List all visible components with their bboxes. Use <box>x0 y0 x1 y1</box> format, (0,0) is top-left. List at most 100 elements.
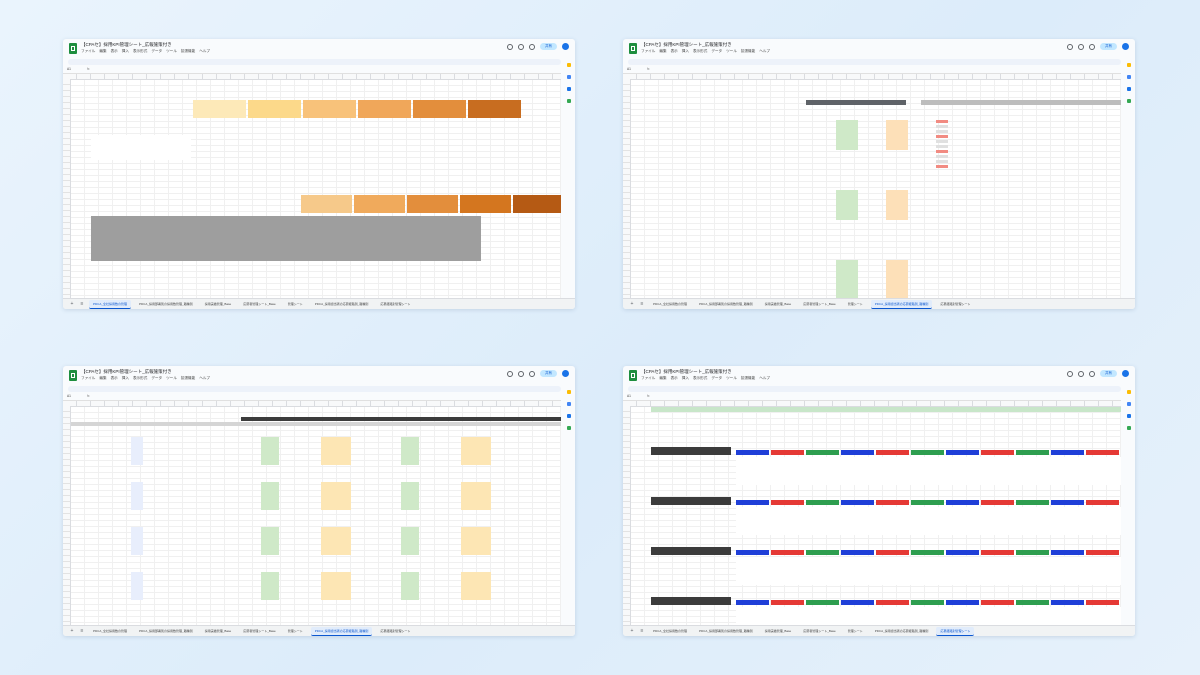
menu-item[interactable]: 表示形式 <box>132 49 148 53</box>
history-icon[interactable] <box>507 370 513 377</box>
contacts-icon[interactable] <box>1127 87 1131 91</box>
sheet-tab[interactable]: 管理シート <box>847 629 863 633</box>
menu-item[interactable]: 表示 <box>670 49 678 53</box>
maps-icon[interactable] <box>1127 99 1131 103</box>
menu-item[interactable]: 表示形式 <box>692 376 708 380</box>
meet-icon[interactable] <box>529 370 535 377</box>
keep-icon[interactable] <box>1127 390 1131 394</box>
sheet-tab[interactable]: 応募経路別管理シート <box>936 626 975 636</box>
menu-item[interactable]: ヘルプ <box>759 49 771 53</box>
avatar[interactable] <box>1122 43 1129 50</box>
menu-item[interactable]: 拡張機能 <box>740 49 756 53</box>
menu-item[interactable]: 拡張機能 <box>740 376 756 380</box>
name-box[interactable]: A1 <box>627 67 631 71</box>
add-sheet-icon[interactable]: + <box>70 301 74 307</box>
spreadsheet-grid[interactable] <box>63 401 561 625</box>
add-sheet-icon[interactable]: + <box>630 628 634 634</box>
menu-item[interactable]: 挿入 <box>121 49 129 53</box>
sheet-tab[interactable]: 応募者管理シート_Base <box>803 302 836 306</box>
share-button[interactable]: 共有 <box>1100 43 1117 50</box>
menu-item[interactable]: 表示 <box>110 376 118 380</box>
toolbar[interactable] <box>68 59 561 65</box>
sheet-tab[interactable]: 応募経路別管理シート <box>940 302 971 306</box>
history-icon[interactable] <box>1067 43 1073 50</box>
spreadsheet-grid[interactable] <box>63 74 561 298</box>
sheet-tab[interactable]: PDCA_採用担当者の応募経路別_職種別 <box>870 299 933 309</box>
history-icon[interactable] <box>1067 370 1073 377</box>
menu-item[interactable]: データ <box>151 376 163 380</box>
all-sheets-icon[interactable]: ≡ <box>80 628 84 634</box>
menu-item[interactable]: ファイル <box>641 376 656 380</box>
toolbar[interactable] <box>628 59 1121 65</box>
sheet-tab[interactable]: 応募者管理シート_Base <box>243 302 276 306</box>
all-sheets-icon[interactable]: ≡ <box>80 301 84 307</box>
meet-icon[interactable] <box>1089 43 1095 50</box>
cells[interactable] <box>71 80 561 298</box>
menu-item[interactable]: 挿入 <box>121 376 129 380</box>
spreadsheet-grid[interactable] <box>623 401 1121 625</box>
keep-icon[interactable] <box>567 390 571 394</box>
history-icon[interactable] <box>507 43 513 50</box>
add-sheet-icon[interactable]: + <box>630 301 634 307</box>
tasks-icon[interactable] <box>567 75 571 79</box>
contacts-icon[interactable] <box>567 414 571 418</box>
sheet-tab[interactable]: PDCA_採用担当者の応募経路別_職種別 <box>310 626 373 636</box>
meet-icon[interactable] <box>1089 370 1095 377</box>
tasks-icon[interactable] <box>1127 402 1131 406</box>
menu-item[interactable]: 表示 <box>110 49 118 53</box>
contacts-icon[interactable] <box>1127 414 1131 418</box>
comment-icon[interactable] <box>1078 370 1084 377</box>
spreadsheet-grid[interactable] <box>623 74 1121 298</box>
menu-item[interactable]: ヘルプ <box>199 376 211 380</box>
contacts-icon[interactable] <box>567 87 571 91</box>
sheet-tab[interactable]: 採用実績管理_Base <box>764 629 792 633</box>
cells[interactable] <box>631 80 1121 298</box>
sheet-tab[interactable]: 採用実績管理_Base <box>204 302 232 306</box>
menu-item[interactable]: 編集 <box>99 49 107 53</box>
sheet-tab[interactable]: PDCA_採用部署別の採用数管理_職種別 <box>699 629 753 633</box>
comment-icon[interactable] <box>518 370 524 377</box>
sheet-tab[interactable]: PDCA_全社採用数の管理 <box>89 299 132 309</box>
menu-item[interactable]: ファイル <box>641 49 656 53</box>
avatar[interactable] <box>562 43 569 50</box>
menu-item[interactable]: 表示形式 <box>692 49 708 53</box>
menu-item[interactable]: ファイル <box>81 376 96 380</box>
share-button[interactable]: 共有 <box>540 43 557 50</box>
share-button[interactable]: 共有 <box>1100 370 1117 377</box>
sheet-tab[interactable]: PDCA_採用担当者の応募経路別_職種別 <box>874 629 929 633</box>
all-sheets-icon[interactable]: ≡ <box>640 301 644 307</box>
tasks-icon[interactable] <box>1127 75 1131 79</box>
sheet-tab[interactable]: PDCA_採用部署別の採用数管理_職種別 <box>699 302 753 306</box>
maps-icon[interactable] <box>567 99 571 103</box>
sheet-tab[interactable]: 管理シート <box>847 302 863 306</box>
sheet-tab[interactable]: PDCA_採用部署別の採用数管理_職種別 <box>139 629 193 633</box>
tasks-icon[interactable] <box>567 402 571 406</box>
menu-item[interactable]: 挿入 <box>681 49 689 53</box>
toolbar[interactable] <box>68 386 561 392</box>
menu-item[interactable]: 表示 <box>670 376 678 380</box>
name-box[interactable]: A1 <box>67 394 71 398</box>
sheet-tab[interactable]: 管理シート <box>287 302 303 306</box>
add-sheet-icon[interactable]: + <box>70 628 74 634</box>
sheet-tab[interactable]: PDCA_全社採用数の管理 <box>653 629 688 633</box>
document-title[interactable]: 【CPAセ】採用KPI管理シート_広報施策付き <box>641 42 732 47</box>
menu-item[interactable]: データ <box>711 376 723 380</box>
comment-icon[interactable] <box>518 43 524 50</box>
menu-item[interactable]: ツール <box>166 49 177 53</box>
name-box[interactable]: A1 <box>627 394 631 398</box>
menu-item[interactable]: ツール <box>726 376 737 380</box>
maps-icon[interactable] <box>567 426 571 430</box>
name-box[interactable]: A1 <box>67 67 71 71</box>
menu-item[interactable]: 編集 <box>659 49 667 53</box>
cells[interactable] <box>71 407 561 625</box>
keep-icon[interactable] <box>1127 63 1131 67</box>
document-title[interactable]: 【CPAセ】採用KPI管理シート_広報施策付き <box>81 369 172 374</box>
meet-icon[interactable] <box>529 43 535 50</box>
menu-item[interactable]: ヘルプ <box>199 49 211 53</box>
maps-icon[interactable] <box>1127 426 1131 430</box>
menu-item[interactable]: ツール <box>166 376 177 380</box>
menu-item[interactable]: データ <box>151 49 163 53</box>
comment-icon[interactable] <box>1078 43 1084 50</box>
sheet-tab[interactable]: PDCA_採用部署別の採用数管理_職種別 <box>139 302 193 306</box>
sheet-tab[interactable]: 管理シート <box>287 629 303 633</box>
